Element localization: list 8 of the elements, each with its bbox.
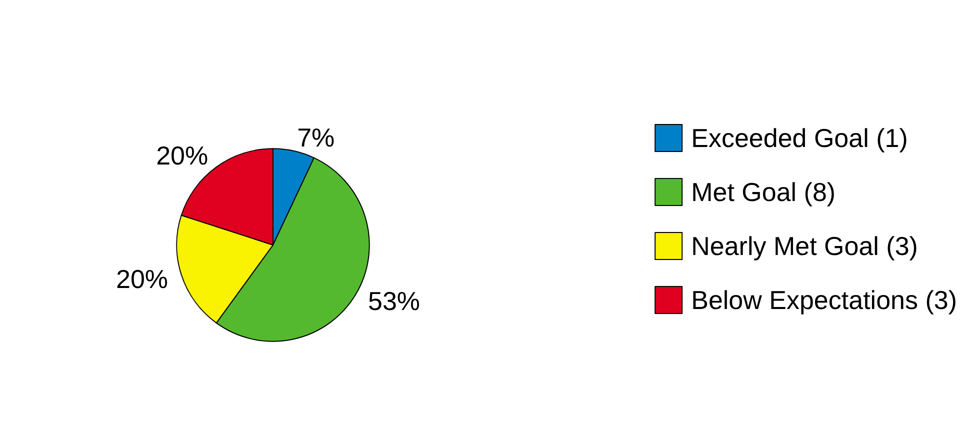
data-label: 7% bbox=[297, 122, 335, 152]
data-label: 53% bbox=[368, 286, 420, 316]
legend-label: Below Expectations (3) bbox=[691, 285, 958, 315]
legend-label: Nearly Met Goal (3) bbox=[691, 231, 918, 261]
data-label: 20% bbox=[116, 264, 168, 294]
legend-label: Met Goal (8) bbox=[691, 177, 836, 207]
data-label: 20% bbox=[156, 140, 208, 171]
legend-label: Exceeded Goal (1) bbox=[691, 123, 908, 153]
